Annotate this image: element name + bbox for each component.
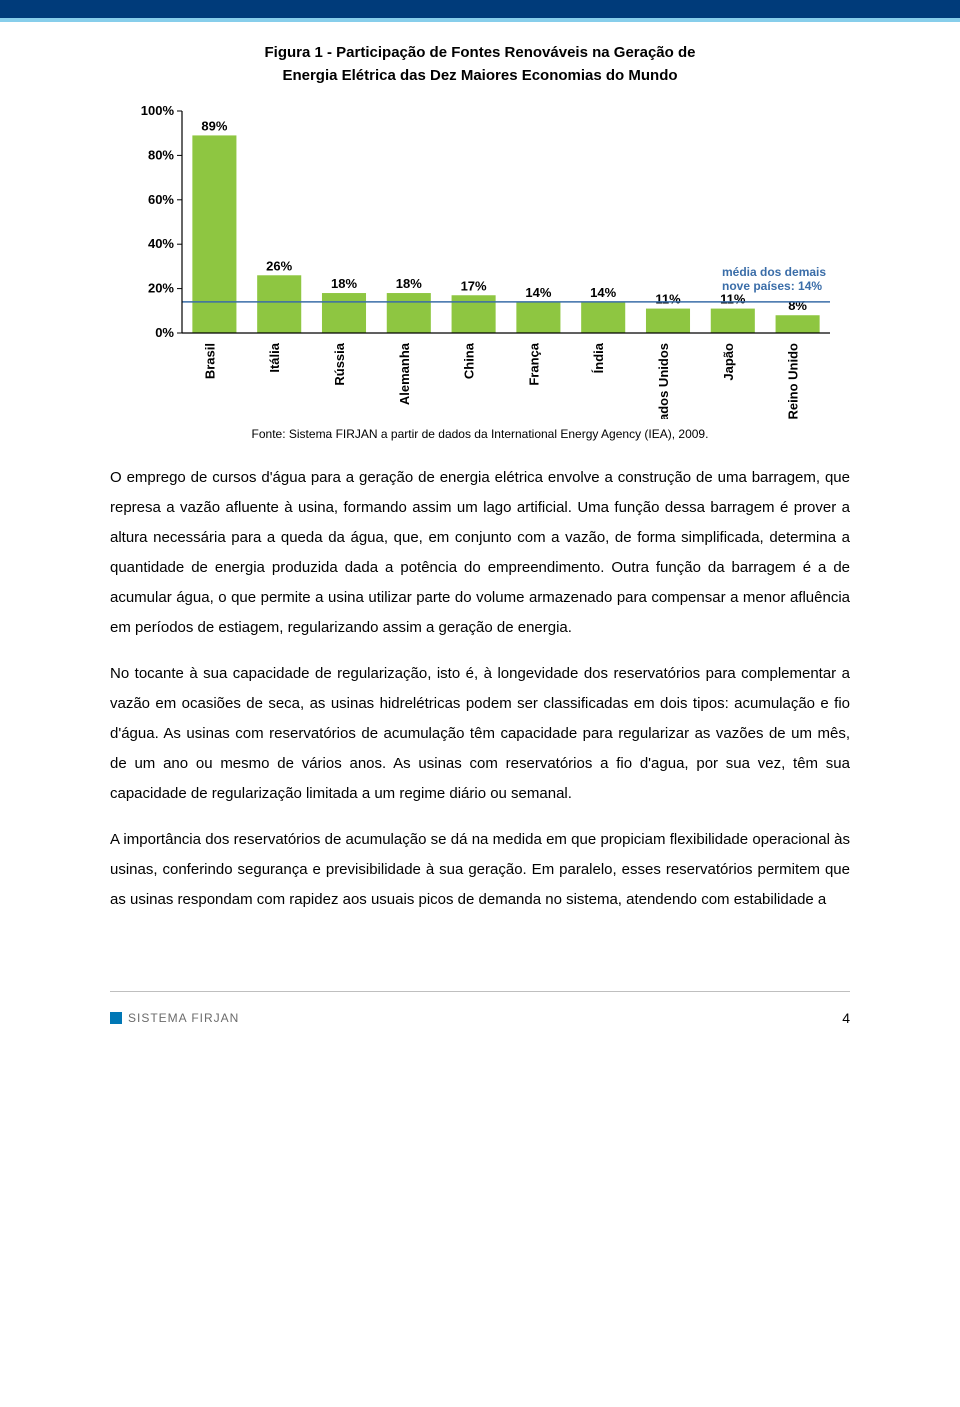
chart-source: Fonte: Sistema FIRJAN a partir de dados … (110, 427, 850, 441)
svg-text:média dos demais: média dos demais (722, 265, 826, 279)
svg-text:11%: 11% (720, 292, 746, 307)
svg-text:Índia: Índia (591, 342, 606, 373)
svg-text:100%: 100% (141, 103, 175, 118)
page-number: 4 (842, 1010, 850, 1026)
chart-title-line2: Energia Elétrica das Dez Maiores Economi… (282, 67, 677, 84)
page-footer: SISTEMA FIRJAN 4 (0, 981, 960, 1046)
svg-text:0%: 0% (155, 325, 174, 340)
svg-text:China: China (462, 342, 477, 379)
body-text: O emprego de cursos d'água para a geraçã… (110, 463, 850, 915)
paragraph: No tocante à sua capacidade de regulariz… (110, 659, 850, 809)
svg-text:17%: 17% (461, 278, 487, 293)
paragraph: O emprego de cursos d'água para a geraçã… (110, 463, 850, 643)
chart-title: Figura 1 - Participação de Fontes Renová… (110, 42, 850, 87)
svg-text:80%: 80% (148, 147, 174, 162)
svg-text:11%: 11% (655, 292, 681, 307)
footer-brand-text: SISTEMA FIRJAN (128, 1011, 239, 1025)
svg-text:Reino Unido: Reino Unido (786, 343, 801, 419)
svg-text:20%: 20% (148, 281, 174, 296)
svg-text:14%: 14% (590, 285, 616, 300)
svg-text:nove países: 14%: nove países: 14% (722, 279, 822, 293)
svg-text:Alemanha: Alemanha (397, 342, 412, 405)
chart-area: 0% 20% 40% 60% 80% 100% 89% Brasil 26% Itália 18% R… (120, 99, 840, 419)
chart-title-line1: Figura 1 - Participação de Fontes Renová… (265, 44, 696, 61)
svg-text:Japão: Japão (721, 343, 736, 381)
footer-logo-square (110, 1012, 122, 1024)
svg-text:18%: 18% (331, 276, 357, 291)
bar-chart-svg: 0% 20% 40% 60% 80% 100% 89% Brasil 26% Itália 18% R… (120, 99, 840, 419)
footer-rule (110, 991, 850, 992)
svg-text:89%: 89% (201, 118, 227, 133)
svg-text:Brasil: Brasil (202, 343, 217, 379)
svg-text:26%: 26% (266, 258, 292, 273)
header-band (0, 0, 960, 22)
svg-text:Rússia: Rússia (332, 342, 347, 385)
svg-text:60%: 60% (148, 192, 174, 207)
svg-text:18%: 18% (396, 276, 422, 291)
svg-text:Estados Unidos: Estados Unidos (656, 343, 671, 419)
svg-text:França: França (526, 342, 541, 385)
svg-text:Itália: Itália (267, 342, 282, 372)
svg-text:8%: 8% (788, 298, 807, 313)
paragraph: A importância dos reservatórios de acumu… (110, 825, 850, 915)
svg-text:40%: 40% (148, 236, 174, 251)
page-content: Figura 1 - Participação de Fontes Renová… (0, 22, 960, 981)
footer-brand: SISTEMA FIRJAN (110, 1011, 239, 1025)
svg-text:14%: 14% (525, 285, 551, 300)
